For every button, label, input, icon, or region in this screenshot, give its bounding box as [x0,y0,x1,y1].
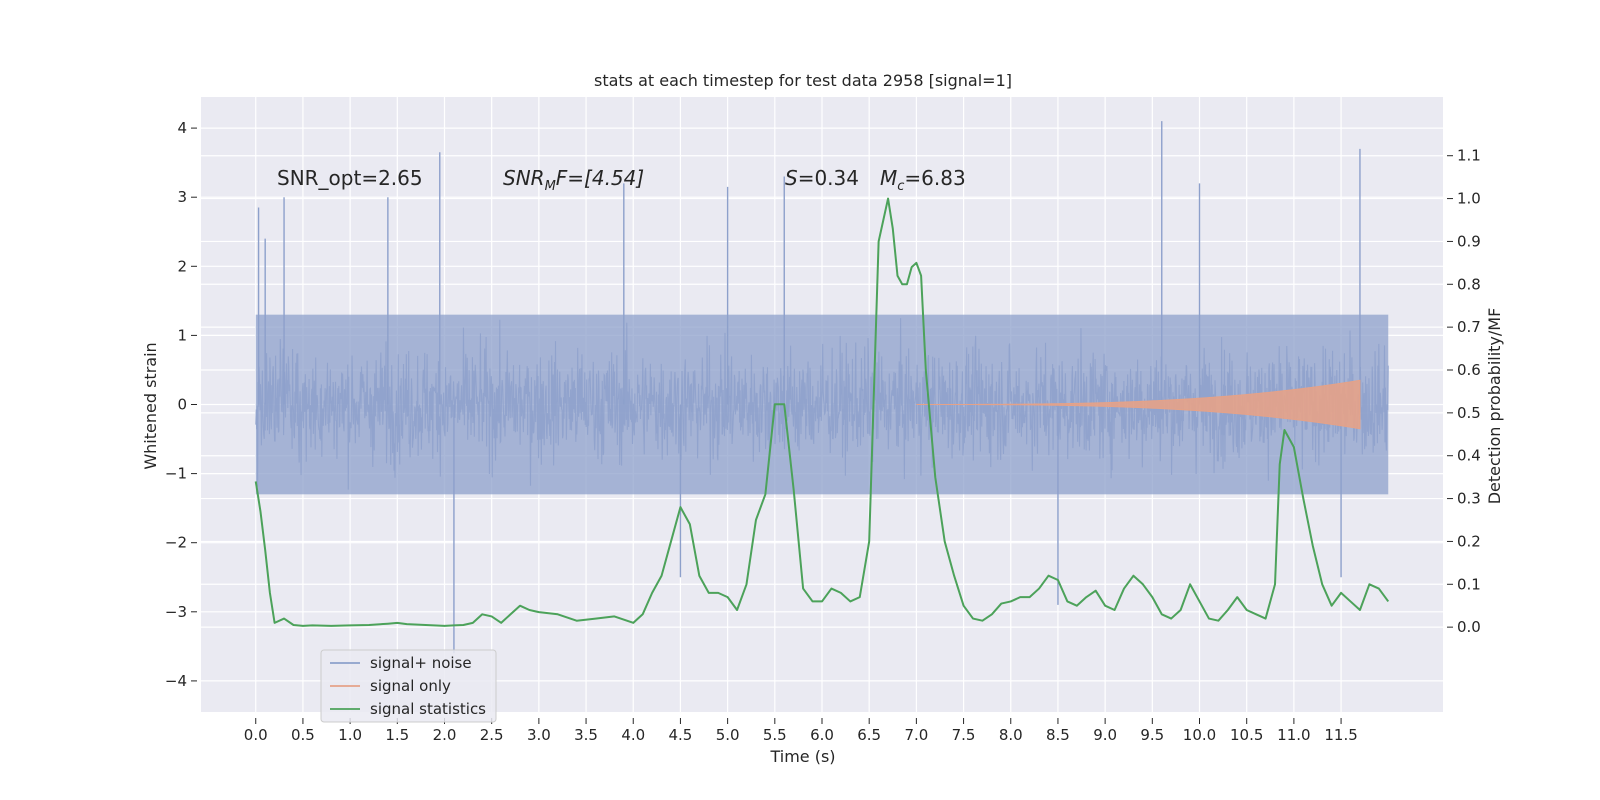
x-tick-label: 4.5 [669,726,693,744]
x-tick-label: 4.0 [621,726,645,744]
x-tick-label: 2.0 [433,726,457,744]
y-tick-label-left: 4 [177,119,187,137]
y-tick-label-left: −4 [165,672,187,690]
y-tick-label-left: 1 [177,326,187,344]
y-tick-label-left: 0 [177,396,187,414]
signal-statistics-series [254,197,1390,627]
annotation-s-tail: =0.34 [798,166,859,190]
x-tick-label: 10.5 [1230,726,1263,744]
legend-label-signal-only: signal only [370,677,451,695]
x-tick-label: 7.0 [904,726,928,744]
y-tick-label-left: −3 [165,603,187,621]
x-tick-label: 1.0 [338,726,362,744]
legend: signal+ noise signal only signal statist… [320,649,497,723]
x-tick-label: 10.0 [1183,726,1216,744]
x-tick-label: 6.5 [857,726,881,744]
signal-statistics-line [254,197,1390,627]
y-tick-label-right: 0.9 [1457,232,1481,250]
y-tick-label-left: 2 [177,257,187,275]
annotation-mc-main: M [880,166,897,190]
x-tick-label: 2.5 [480,726,504,744]
y-axis-label-left: Whitened strain [141,342,160,469]
axes-ticks: 0.0 0.5 1.0 1.5 2.0 2.5 3.0 3.5 4.0 4.5 5.0 5.5 6.0 6… [165,119,1481,744]
x-tick-label: 0.0 [244,726,268,744]
annotation-snr-mf-tail: F=[4.54] [556,166,644,190]
x-tick-label: 9.5 [1140,726,1164,744]
chart-title: stats at each timestep for test data 295… [594,71,1012,90]
annotation-mc: Mc=6.83 [880,166,966,194]
y-tick-label-left: 3 [177,188,187,206]
y-tick-label-right: 1.1 [1457,147,1481,165]
x-tick-label: 9.0 [1093,726,1117,744]
annotation-mc-sub: c [897,179,904,194]
y-tick-label-right: 0.7 [1457,318,1481,336]
y-tick-label-right: 0.3 [1457,490,1481,508]
x-tick-label: 8.5 [1046,726,1070,744]
x-tick-label: 3.0 [527,726,551,744]
y-axis-label-right: Detection probability/MF [1485,308,1504,505]
y-tick-label-right: 0.5 [1457,404,1481,422]
annotation-mc-tail: =6.83 [904,166,965,190]
x-tick-label: 11.5 [1324,726,1357,744]
annotation-snr-mf: SNRMF=[4.54] [503,166,644,194]
x-tick-label: 6.0 [810,726,834,744]
x-tick-label: 5.0 [716,726,740,744]
y-tick-label-right: 0.8 [1457,275,1481,293]
annotation-s: S=0.34 [785,166,859,190]
y-tick-label-right: 1.0 [1457,190,1481,208]
y-tick-label-right: 0.4 [1457,447,1481,465]
annotation-snr-opt: SNR_opt=2.65 [277,166,423,190]
annotation-s-main: S [785,166,798,190]
y-tick-label-right: 0.1 [1457,575,1481,593]
x-tick-label: 3.5 [574,726,598,744]
annotation-snr-mf-sub: M [545,179,556,194]
x-tick-label: 1.5 [385,726,409,744]
x-tick-label: 7.5 [952,726,976,744]
y-tick-label-right: 0.0 [1457,618,1481,636]
x-tick-label: 8.0 [999,726,1023,744]
x-tick-label: 5.5 [763,726,787,744]
x-axis-label: Time (s) [769,747,835,766]
legend-label-signal-statistics: signal statistics [370,700,486,718]
signal-only-series [916,379,1361,430]
y-tick-label-right: 0.6 [1457,361,1481,379]
y-tick-label-left: −2 [165,534,187,552]
y-tick-label-left: −1 [165,465,187,483]
signal-only-chirp [916,379,1361,430]
y-tick-label-right: 0.2 [1457,532,1481,550]
legend-label-signal-noise: signal+ noise [370,654,472,672]
x-tick-label: 11.0 [1277,726,1310,744]
annotation-snr-mf-main: SNR [503,166,545,190]
x-tick-label: 0.5 [291,726,315,744]
